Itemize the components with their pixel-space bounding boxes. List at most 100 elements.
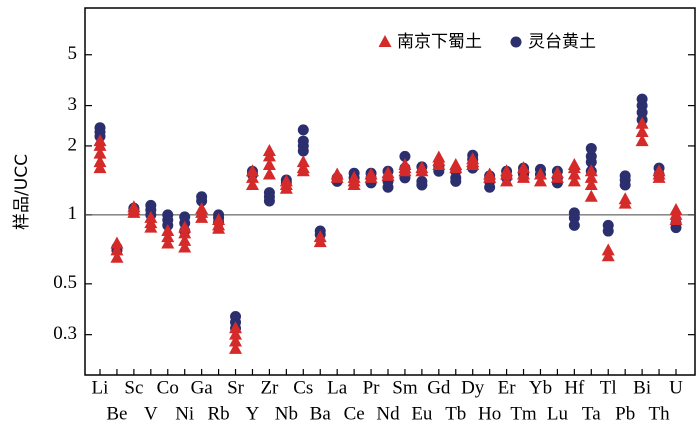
- data-point: [584, 189, 598, 202]
- data-point: [568, 207, 580, 219]
- data-point: [297, 135, 309, 147]
- x-tick-label: Th: [649, 403, 671, 424]
- data-point: [585, 150, 597, 162]
- x-tick-label: Gd: [427, 377, 451, 398]
- x-tick-label: Pr: [363, 377, 381, 398]
- legend-label: 南京下蜀土: [397, 32, 482, 52]
- data-point: [110, 243, 124, 256]
- x-tick-label: Eu: [411, 403, 433, 424]
- data-point: [245, 164, 259, 177]
- x-tick-label: Tm: [510, 403, 537, 424]
- x-tick-label: Be: [106, 403, 127, 424]
- data-point: [93, 146, 107, 159]
- y-axis-label: 样品/UCC: [12, 154, 32, 230]
- x-tick-label: Ho: [478, 403, 501, 424]
- data-point: [416, 175, 428, 187]
- data-point: [585, 142, 597, 154]
- data-point: [178, 240, 192, 253]
- x-tick-label: Ni: [175, 403, 194, 424]
- data-point: [296, 155, 310, 168]
- data-point: [432, 150, 446, 163]
- data-point: [262, 158, 276, 171]
- x-tick-label: Li: [92, 377, 109, 398]
- x-tick-label: Rb: [207, 403, 229, 424]
- y-tick-label: 1: [68, 203, 78, 224]
- x-tick-label: Co: [157, 377, 179, 398]
- data-point: [347, 170, 361, 183]
- data-point: [635, 125, 649, 138]
- data-point: [93, 161, 107, 174]
- data-point: [313, 230, 327, 243]
- data-point: [279, 174, 293, 187]
- data-point: [262, 144, 276, 157]
- x-tick-label: La: [327, 377, 348, 398]
- data-point: [415, 161, 429, 174]
- data-point: [263, 187, 275, 199]
- x-tick-label: V: [144, 403, 158, 424]
- data-point: [245, 170, 259, 183]
- legend-marker: [510, 36, 522, 48]
- x-tick-label: Hf: [564, 377, 585, 398]
- x-tick-label: Ba: [310, 403, 332, 424]
- x-tick-label: Lu: [547, 403, 569, 424]
- data-point: [110, 236, 124, 249]
- x-tick-label: U: [669, 377, 683, 398]
- data-point: [398, 158, 412, 171]
- data-point: [567, 174, 581, 187]
- data-point: [533, 167, 547, 180]
- data-point: [602, 219, 614, 231]
- data-point: [399, 150, 411, 162]
- data-point: [229, 327, 243, 340]
- data-point: [212, 212, 226, 225]
- x-tick-label: Y: [246, 403, 260, 424]
- y-tick-label: 0.3: [53, 323, 77, 344]
- x-tick-label: Cs: [293, 377, 313, 398]
- x-tick-label: Tl: [600, 377, 617, 398]
- data-point: [517, 167, 531, 180]
- y-tick-label: 3: [68, 94, 78, 115]
- data-point: [178, 233, 192, 246]
- data-point: [567, 167, 581, 180]
- data-point: [635, 116, 649, 129]
- data-point: [245, 178, 259, 191]
- x-tick-label: Tb: [445, 403, 466, 424]
- x-tick-label: Dy: [461, 377, 485, 398]
- data-point: [584, 170, 598, 183]
- data-point: [636, 93, 648, 105]
- x-tick-label: Sm: [392, 377, 418, 398]
- data-point: [533, 174, 547, 187]
- data-point: [229, 334, 243, 347]
- data-point: [94, 122, 106, 134]
- data-point: [144, 210, 158, 223]
- data-point: [364, 167, 378, 180]
- data-point: [93, 134, 107, 147]
- data-point: [635, 134, 649, 147]
- data-point: [230, 311, 242, 323]
- data-point: [262, 167, 276, 180]
- data-point: [466, 152, 480, 165]
- data-point: [196, 191, 208, 203]
- data-point: [179, 211, 191, 223]
- y-tick-label: 5: [68, 43, 78, 64]
- x-tick-label: Er: [498, 377, 517, 398]
- data-point: [483, 167, 497, 180]
- y-tick-label: 0.5: [53, 272, 77, 293]
- data-point: [162, 209, 174, 221]
- legend-label: 灵台黄土: [528, 32, 596, 52]
- data-point: [381, 166, 395, 179]
- data-point: [145, 199, 157, 211]
- data-point: [584, 178, 598, 191]
- data-point: [93, 155, 107, 168]
- data-point: [618, 192, 632, 205]
- data-point: [296, 161, 310, 174]
- data-point: [567, 158, 581, 171]
- x-tick-label: Nb: [275, 403, 298, 424]
- data-point: [619, 170, 631, 182]
- x-tick-label: Sr: [227, 377, 245, 398]
- x-tick-label: Bi: [633, 377, 651, 398]
- y-tick-label: 2: [68, 134, 78, 155]
- data-point: [127, 200, 141, 213]
- data-point: [229, 341, 243, 354]
- data-point: [161, 236, 175, 249]
